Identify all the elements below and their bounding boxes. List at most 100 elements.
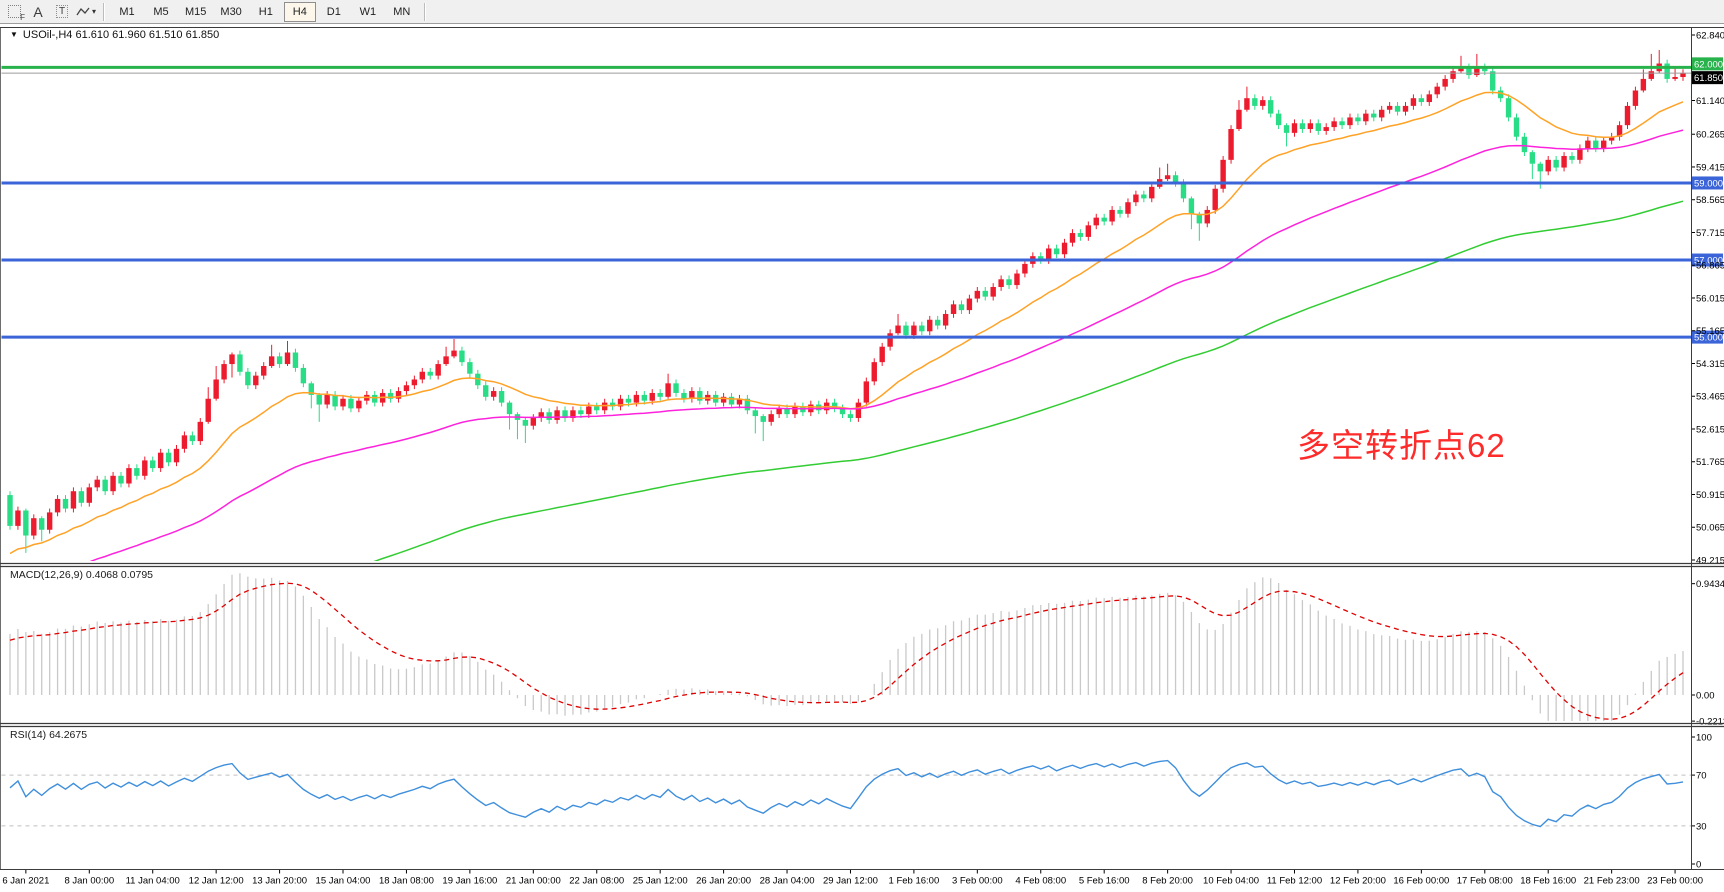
svg-text:58.565: 58.565: [1696, 195, 1724, 206]
svg-text:18 Jan 08:00: 18 Jan 08:00: [379, 876, 434, 887]
svg-text:30: 30: [1696, 821, 1707, 832]
svg-text:49.215: 49.215: [1696, 556, 1724, 567]
timeframe-button-M5[interactable]: M5: [153, 5, 169, 18]
toolbar-separator: [423, 2, 426, 21]
svg-text:19 Jan 16:00: 19 Jan 16:00: [442, 876, 497, 887]
chinese-annotation-text: 多空转折点62: [1297, 427, 1506, 464]
macd-signal-line: [9, 582, 1684, 720]
ma-slow-line: [373, 200, 1684, 561]
svg-text:8 Feb 20:00: 8 Feb 20:00: [1142, 876, 1193, 887]
svg-text:62.840: 62.840: [1696, 31, 1724, 42]
svg-text:61.850: 61.850: [1694, 73, 1723, 84]
svg-text:25 Jan 12:00: 25 Jan 12:00: [633, 876, 688, 887]
timeframe-button-M30[interactable]: M30: [220, 5, 242, 18]
collapse-triangle-icon[interactable]: ▼: [10, 30, 18, 39]
svg-text:51.765: 51.765: [1696, 457, 1724, 468]
svg-text:52.615: 52.615: [1696, 424, 1724, 435]
symbol-ohlc-line: ▼ USOil-,H4 61.610 61.960 61.510 61.850: [10, 29, 219, 41]
svg-text:57.715: 57.715: [1696, 228, 1724, 239]
svg-text:50.915: 50.915: [1696, 490, 1724, 501]
zigzag-arrow-icon: [76, 7, 90, 15]
svg-text:55.165: 55.165: [1696, 326, 1724, 337]
drawing-tools-group: F A T ▾: [2, 2, 98, 22]
svg-text:0.00: 0.00: [1696, 691, 1715, 702]
svg-text:26 Jan 20:00: 26 Jan 20:00: [696, 876, 751, 887]
rsi-levels: [1, 774, 1691, 827]
svg-text:60.265: 60.265: [1696, 130, 1724, 141]
svg-text:21 Feb 23:00: 21 Feb 23:00: [1584, 876, 1640, 887]
svg-text:12 Jan 12:00: 12 Jan 12:00: [189, 876, 244, 887]
svg-text:50.065: 50.065: [1696, 523, 1724, 534]
svg-text:70: 70: [1696, 771, 1707, 782]
svg-text:55.000: 55.000: [1694, 333, 1723, 344]
timeframe-button-M1[interactable]: M1: [119, 5, 135, 18]
svg-text:0.9434: 0.9434: [1696, 579, 1724, 590]
svg-text:100: 100: [1696, 733, 1712, 744]
svg-text:11 Jan 04:00: 11 Jan 04:00: [126, 876, 180, 887]
macd-histogram: [9, 573, 1684, 721]
chart-canvas[interactable]: 62.000 61.850 59.000 57.000 55.000 62.840 61.1…: [0, 24, 1724, 892]
price-tag-57.000: [1692, 253, 1723, 267]
rsi-axis: 100 70 30 0: [1691, 733, 1712, 871]
svg-text:10 Feb 04:00: 10 Feb 04:00: [1203, 876, 1259, 887]
svg-text:59.415: 59.415: [1696, 162, 1724, 173]
timeframe-button-MN[interactable]: MN: [393, 5, 411, 18]
timeframe-button-M15[interactable]: M15: [185, 5, 207, 18]
svg-text:62.000: 62.000: [1694, 59, 1723, 70]
svg-text:6 Jan 2021: 6 Jan 2021: [2, 876, 49, 887]
svg-text:23 Feb 00:00: 23 Feb 00:00: [1647, 876, 1703, 887]
svg-text:61.140: 61.140: [1696, 96, 1724, 107]
text-box-tool[interactable]: T: [50, 2, 74, 22]
price-tag-59.000: [1692, 176, 1723, 190]
timeframe-button-H1[interactable]: H1: [258, 5, 273, 18]
svg-text:0: 0: [1696, 860, 1701, 871]
svg-text:53.465: 53.465: [1696, 392, 1724, 403]
symbol-ohlc-text: USOil-,H4 61.610 61.960 61.510 61.850: [22, 29, 220, 41]
svg-text:8 Jan 00:00: 8 Jan 00:00: [64, 876, 114, 887]
svg-text:56.865: 56.865: [1696, 261, 1724, 272]
price-axis: 62.840 61.140 60.265 59.415 58.565 57.715 56.8…: [1691, 31, 1724, 567]
macd-indicator-label: MACD(12,26,9) 0.4068 0.0795: [10, 569, 154, 581]
docking-frame-icon[interactable]: F: [2, 2, 26, 22]
timeframe-button-W1[interactable]: W1: [359, 5, 377, 18]
candles-layer: [7, 50, 1686, 553]
svg-text:18 Feb 16:00: 18 Feb 16:00: [1520, 876, 1576, 887]
macd-axis: 0.9434 0.00 -0.2213: [1691, 579, 1724, 728]
svg-text:15 Jan 04:00: 15 Jan 04:00: [316, 876, 371, 887]
svg-text:28 Jan 04:00: 28 Jan 04:00: [760, 876, 815, 887]
price-tag-62.000: [1692, 57, 1723, 71]
timeframe-button-D1[interactable]: D1: [326, 5, 341, 18]
arrow-style-dropdown[interactable]: ▾: [74, 2, 98, 22]
rsi-line: [9, 759, 1684, 828]
chevron-down-icon: ▾: [91, 7, 96, 16]
ma-medium-line: [89, 129, 1684, 561]
svg-text:11 Feb 12:00: 11 Feb 12:00: [1267, 876, 1322, 887]
svg-text:5 Feb 16:00: 5 Feb 16:00: [1079, 876, 1130, 887]
timeframe-buttons-group: M1 M5 M15 M30 H1 H4 D1 W1 MN: [110, 1, 419, 22]
svg-text:59.000: 59.000: [1694, 178, 1723, 189]
time-axis: 6 Jan 2021 8 Jan 00:00 11 Jan 04:00 12 Jan …: [2, 869, 1703, 887]
svg-text:4 Feb 08:00: 4 Feb 08:00: [1015, 876, 1066, 887]
svg-text:21 Jan 00:00: 21 Jan 00:00: [506, 876, 561, 887]
toolbar-separator: [103, 2, 105, 21]
svg-text:22 Jan 08:00: 22 Jan 08:00: [569, 876, 624, 887]
price-tag-55.000: [1692, 330, 1723, 344]
svg-text:13 Jan 20:00: 13 Jan 20:00: [252, 876, 307, 887]
price-tag-61.850: [1692, 71, 1723, 85]
panel-borders: [0, 27, 1724, 870]
dotted-frame-icon: [7, 5, 21, 18]
rsi-indicator-label: RSI(14) 64.2675: [10, 729, 88, 741]
svg-text:12 Feb 20:00: 12 Feb 20:00: [1330, 876, 1386, 887]
ma-fast-line: [9, 91, 1684, 555]
toolbar: F A T ▾ M1 M5 M15 M30 H1 H4 D1 W1 MN: [0, 0, 1724, 24]
horizontal-levels-layer: 62.000 61.850 59.000 57.000 55.000: [1, 57, 1723, 344]
font-label-tool[interactable]: A: [33, 3, 43, 20]
svg-text:1 Feb 16:00: 1 Feb 16:00: [889, 876, 940, 887]
svg-text:57.000: 57.000: [1694, 256, 1723, 267]
timeframe-button-H4[interactable]: H4: [283, 1, 316, 22]
svg-text:54.315: 54.315: [1696, 359, 1724, 370]
svg-text:29 Jan 12:00: 29 Jan 12:00: [823, 876, 878, 887]
svg-text:-0.2213: -0.2213: [1696, 717, 1724, 728]
svg-text:3 Feb 00:00: 3 Feb 00:00: [952, 876, 1003, 887]
